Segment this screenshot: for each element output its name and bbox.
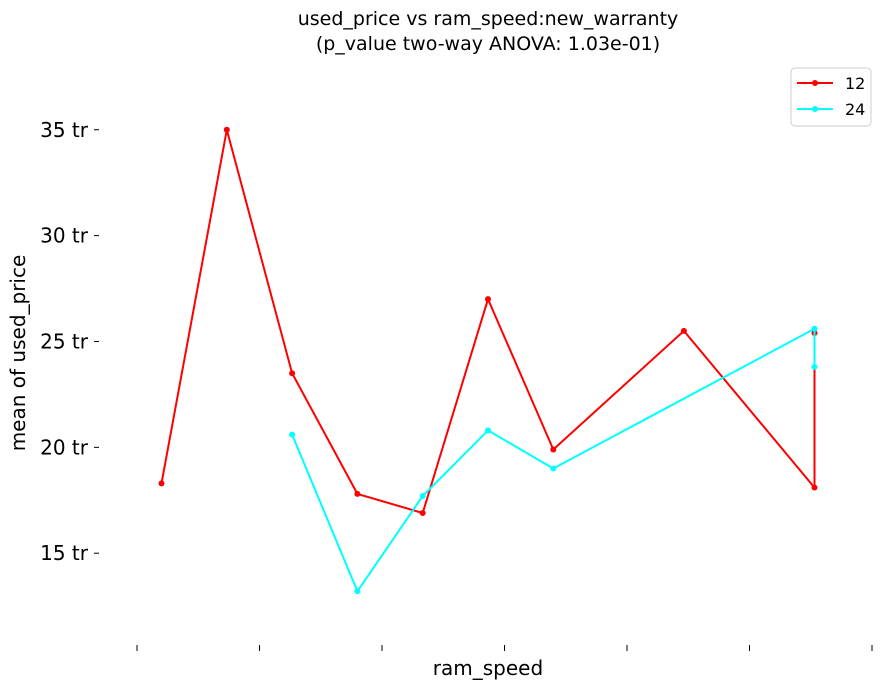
data-point-24	[354, 588, 361, 595]
legend-marker-24	[812, 106, 818, 112]
y-axis: 15 tr 20 tr 25 tr 30 tr 35 tr	[40, 118, 99, 565]
series-line-24	[291, 327, 816, 593]
y-axis-label: mean of used_price	[6, 255, 30, 452]
legend-marker-12	[812, 80, 818, 86]
data-point-24	[811, 363, 818, 370]
y-tick-label: 15 tr	[40, 541, 89, 565]
data-point-24	[550, 465, 557, 472]
y-tick-label: 30 tr	[40, 224, 89, 248]
chart-title: used_price vs ram_speed:new_warranty	[298, 8, 679, 30]
data-point-12	[223, 126, 230, 133]
x-axis	[136, 645, 873, 651]
series-line-12	[160, 128, 816, 514]
data-point-12	[419, 509, 426, 516]
data-point-24	[811, 325, 818, 332]
data-point-12	[289, 370, 296, 377]
chart-subtitle: (p_value two-way ANOVA: 1.03e-01)	[316, 33, 660, 55]
legend-label-12: 12	[845, 74, 865, 93]
y-tick-label: 35 tr	[40, 118, 89, 142]
data-point-12	[811, 484, 818, 491]
y-tick-label: 25 tr	[40, 329, 89, 353]
data-point-12	[354, 490, 361, 497]
legend-label-24: 24	[845, 100, 865, 119]
data-point-12	[680, 327, 687, 334]
data-point-24	[289, 431, 296, 438]
data-point-12	[550, 446, 557, 453]
plot-area	[158, 126, 818, 595]
x-axis-label: ram_speed	[433, 656, 543, 680]
y-tick-label: 20 tr	[40, 435, 89, 459]
data-point-24	[485, 427, 491, 434]
data-point-12	[485, 296, 491, 303]
data-point-24	[419, 493, 426, 500]
data-point-12	[158, 480, 165, 487]
